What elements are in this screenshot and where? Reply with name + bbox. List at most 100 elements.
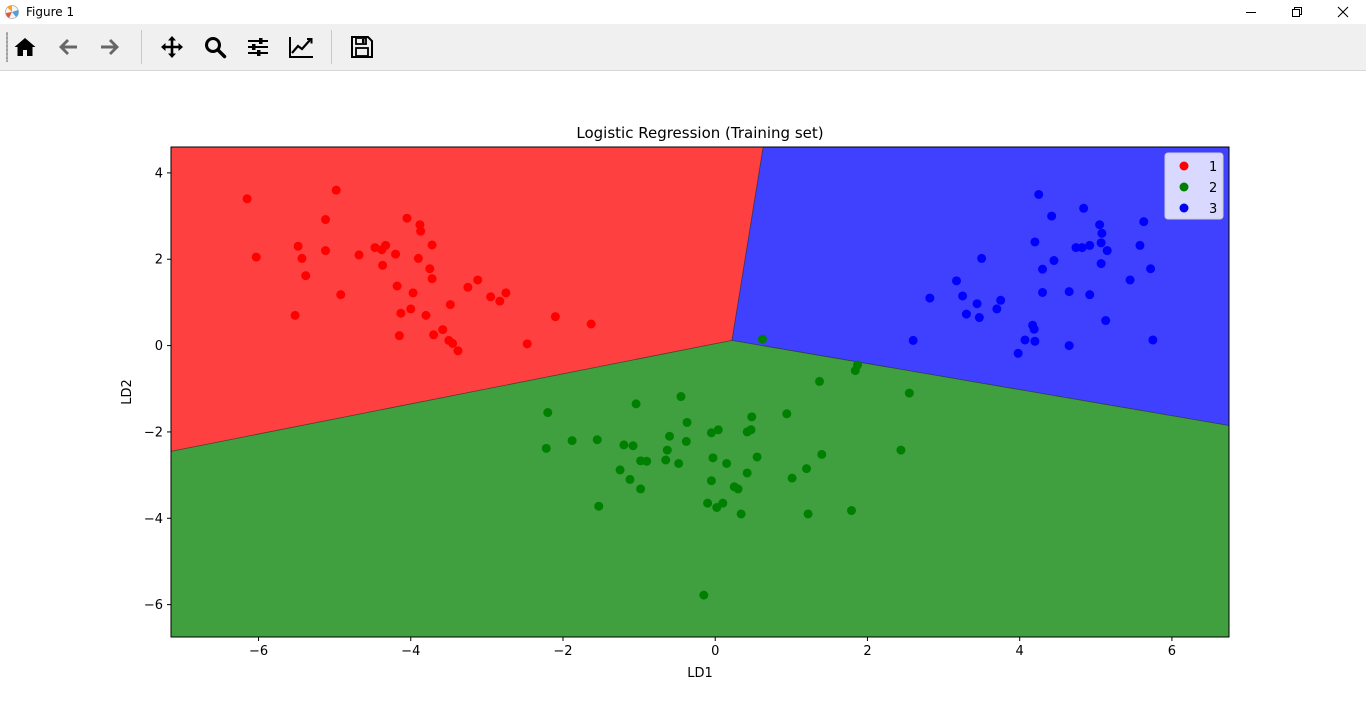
data-point-class-2 [742,468,752,478]
close-button[interactable] [1320,0,1366,24]
data-point-class-2 [631,399,641,409]
data-point-class-2 [619,440,629,450]
close-icon [1337,6,1349,18]
x-axis-label: LD1 [687,666,713,681]
back-button[interactable] [52,31,84,63]
data-point-class-1 [413,253,423,263]
data-point-class-3 [996,295,1006,305]
data-point-class-2 [712,502,722,512]
data-point-class-2 [752,452,762,462]
data-point-class-2 [681,436,691,446]
pan-button[interactable] [156,31,188,63]
data-point-class-3 [977,253,987,263]
data-point-class-2 [757,334,767,344]
data-point-class-1 [290,310,300,320]
data-point-class-3 [1125,275,1135,285]
data-point-class-2 [787,473,797,483]
legend-label-2: 2 [1209,181,1217,196]
floppy-disk-icon [351,36,373,58]
data-point-class-3 [1079,203,1089,213]
data-point-class-1 [522,339,532,349]
legend-label-3: 3 [1209,202,1217,217]
data-point-class-1 [406,304,416,314]
data-point-class-2 [713,425,723,435]
data-point-class-3 [1097,228,1107,238]
data-point-class-1 [394,331,404,341]
toolbar-separator [141,30,142,64]
toolbar-separator [331,30,332,64]
minimize-button[interactable] [1228,0,1274,24]
data-point-class-2 [567,436,577,446]
data-point-class-2 [543,408,553,418]
data-point-class-2 [815,376,825,386]
data-point-class-1 [486,292,496,302]
data-point-class-2 [850,366,860,376]
data-point-class-3 [1049,256,1059,266]
data-point-class-1 [321,215,331,225]
matplotlib-app-icon [5,5,19,19]
data-point-class-1 [293,241,303,251]
data-point-class-3 [1034,189,1044,199]
scatter-plot: −6 −4 −2 0 2 4 6 −6 −4 −2 0 2 4 Logistic Regression… [120,124,1230,681]
restore-icon [1292,7,1302,17]
data-point-class-2 [594,501,604,511]
subplots-button[interactable] [242,31,274,63]
data-point-class-2 [846,506,856,516]
data-points [242,185,1158,600]
data-point-class-2 [803,509,813,519]
data-point-class-1 [421,310,431,320]
magnifier-icon [205,37,227,59]
data-point-class-1 [396,308,406,318]
edit-axes-button[interactable] [285,31,317,63]
data-point-class-2 [904,388,914,398]
y-tick-label: −6 [144,598,163,613]
data-point-class-2 [708,453,718,463]
region-class-2 [171,340,1229,637]
data-point-class-3 [908,335,918,345]
data-point-class-1 [370,243,380,253]
data-point-class-2 [742,427,752,437]
zoom-button[interactable] [199,31,231,63]
data-point-class-1 [463,282,473,292]
data-point-class-3 [1038,264,1048,274]
y-tick-label: −4 [144,512,163,527]
save-button[interactable] [346,31,378,63]
axes-frame [170,146,1230,638]
data-point-class-3 [1030,237,1040,247]
minimize-icon [1246,12,1256,13]
arrow-right-icon [101,39,119,55]
data-point-class-3 [1139,217,1149,227]
data-point-class-1 [242,194,252,204]
home-button[interactable] [9,31,41,63]
arrow-left-icon [59,39,77,55]
window-titlebar: Figure 1 [0,0,1366,24]
data-point-class-3 [1030,336,1040,346]
data-point-class-1 [453,346,463,356]
data-point-class-2 [817,449,827,459]
decision-regions [170,146,1230,637]
restore-button[interactable] [1274,0,1320,24]
sliders-icon [248,38,268,56]
data-point-class-3 [1064,287,1074,297]
data-point-class-2 [665,431,675,441]
data-point-class-2 [661,455,671,465]
data-point-class-2 [625,474,635,484]
data-point-class-2 [541,443,551,453]
data-point-class-2 [722,458,732,468]
data-point-class-3 [972,299,982,309]
data-point-class-2 [703,498,713,508]
data-point-class-3 [1085,240,1095,250]
data-point-class-1 [501,288,511,298]
legend: 1 2 3 [1164,152,1224,220]
data-point-class-3 [1013,348,1023,358]
data-point-class-1 [408,288,418,298]
data-point-class-3 [1096,238,1106,248]
data-point-class-2 [706,428,716,438]
legend-marker-3 [1179,203,1189,213]
data-point-class-3 [1135,240,1145,250]
forward-button[interactable] [94,31,126,63]
region-class-1 [171,147,764,452]
move-icon [161,36,183,58]
data-point-class-1 [381,240,391,250]
data-point-class-3 [1146,264,1156,274]
